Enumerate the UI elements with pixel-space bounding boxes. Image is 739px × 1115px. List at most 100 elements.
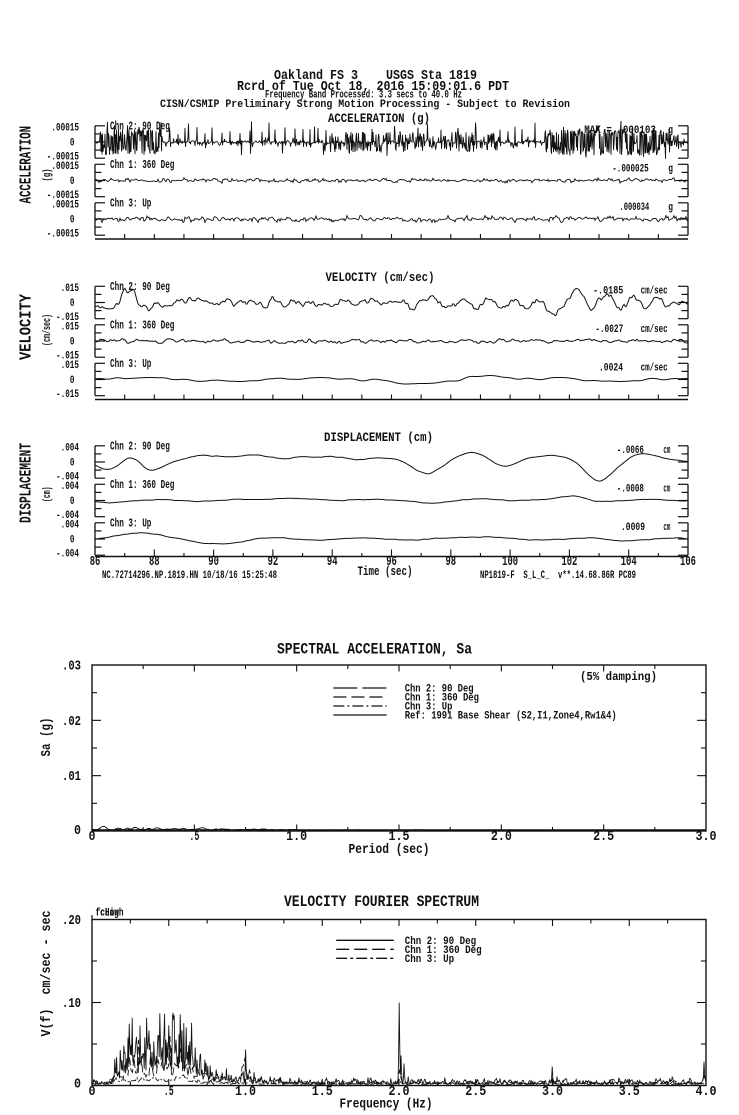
svg-text:1.0: 1.0 (235, 1085, 256, 1100)
svg-text:-.015: -.015 (56, 389, 79, 401)
svg-text:4.0: 4.0 (696, 1085, 717, 1100)
svg-text:.015: .015 (61, 360, 79, 372)
svg-text:Chn 2: 90 Deg: Chn 2: 90 Deg (110, 441, 170, 454)
svg-text:VELOCITY (cm/sec): VELOCITY (cm/sec) (326, 271, 435, 285)
svg-text:-.000025: -.000025 (612, 164, 649, 176)
svg-text:NP1819-F S_L_C_ v**.14.68.86: NP1819-F S_L_C_ v**.14.68.86R PC89 (480, 570, 636, 582)
svg-text:Time (sec): Time (sec) (358, 565, 413, 579)
svg-text:cm: cm (663, 522, 670, 534)
svg-text:96: 96 (386, 555, 397, 570)
svg-text:cm/sec: cm/sec (641, 324, 668, 336)
svg-text:104: 104 (621, 555, 637, 570)
svg-text:.00015: .00015 (51, 199, 79, 211)
svg-text:Ref: 1991 Base Shear (S2,I1,Zo: Ref: 1991 Base Shear (S2,I1,Zone4,Rw1&4) (405, 711, 617, 723)
svg-text:.00015: .00015 (51, 122, 79, 134)
svg-text:(cm/sec): (cm/sec) (42, 314, 54, 346)
svg-text:Chn 1: 360 Deg: Chn 1: 360 Deg (405, 945, 482, 957)
svg-text:3.0: 3.0 (542, 1085, 563, 1100)
svg-text:94: 94 (327, 555, 338, 570)
svg-text:-.0066: -.0066 (617, 445, 644, 457)
svg-text:Chn 3: Up: Chn 3: Up (405, 702, 453, 714)
svg-text:.0024: .0024 (599, 363, 623, 375)
svg-text:Chn 2: 90 Deg: Chn 2: 90 Deg (110, 121, 170, 134)
svg-text:.5: .5 (189, 830, 199, 845)
svg-text:1.5: 1.5 (312, 1085, 333, 1100)
svg-text:0: 0 (74, 1077, 81, 1092)
svg-text:.03: .03 (62, 660, 81, 675)
svg-text:0: 0 (70, 458, 75, 470)
svg-text:0: 0 (70, 337, 75, 349)
svg-text:g: g (668, 125, 673, 137)
svg-text:2.0: 2.0 (491, 830, 512, 845)
svg-text:0: 0 (70, 215, 75, 227)
svg-text:.5: .5 (164, 1085, 174, 1100)
svg-text:Chn 1: 360 Deg: Chn 1: 360 Deg (110, 159, 174, 172)
svg-text:DISPLACEMENT (cm): DISPLACEMENT (cm) (324, 431, 433, 445)
svg-text:.015: .015 (61, 283, 79, 295)
svg-text:.004: .004 (61, 481, 80, 493)
svg-text:86: 86 (90, 555, 101, 570)
svg-text:0: 0 (89, 830, 96, 845)
svg-text:Chn 2: 90 Deg: Chn 2: 90 Deg (405, 936, 477, 948)
svg-text:Chn 3: Up: Chn 3: Up (110, 198, 151, 211)
svg-text:Chn 3: Up: Chn 3: Up (110, 518, 151, 531)
svg-text:VELOCITY FOURIER SPECTRUM: VELOCITY FOURIER SPECTRUM (284, 893, 479, 911)
svg-text:2.5: 2.5 (593, 830, 614, 845)
svg-text:Chn 2: 90 Deg: Chn 2: 90 Deg (405, 684, 474, 696)
svg-text:.0009: .0009 (621, 522, 645, 534)
svg-text:Oakland FS 3 USGS Sta 1819: Oakland FS 3 USGS Sta 1819 (274, 69, 477, 84)
svg-text:.10: .10 (62, 997, 81, 1012)
svg-text:g: g (668, 202, 673, 214)
svg-text:.01: .01 (62, 770, 81, 785)
svg-text:cm/sec: cm/sec (641, 286, 668, 298)
svg-text:cm: cm (663, 445, 670, 457)
svg-text:0: 0 (70, 375, 75, 387)
svg-text:0: 0 (70, 138, 75, 150)
svg-text:V(f) cm/sec - sec: V(f) cm/sec - sec (40, 911, 55, 1037)
svg-text:Sa (g): Sa (g) (40, 718, 55, 757)
svg-text:2.5: 2.5 (465, 1085, 486, 1100)
svg-text:0: 0 (70, 496, 75, 508)
svg-text:1.5: 1.5 (389, 830, 410, 845)
svg-text:(cm): (cm) (42, 487, 54, 503)
svg-text:Period (sec): Period (sec) (349, 843, 430, 858)
svg-text:-.004: -.004 (56, 471, 79, 483)
svg-text:2.0: 2.0 (389, 1085, 410, 1100)
svg-text:ACCELERATION (g): ACCELERATION (g) (328, 112, 430, 126)
svg-text:.00015: .00015 (51, 161, 79, 173)
svg-text:Chn 3: Up: Chn 3: Up (110, 358, 151, 371)
svg-text:98: 98 (446, 555, 457, 570)
svg-text:Rcrd of Tue Oct 18, 2016 15:09: Rcrd of Tue Oct 18, 2016 15:09:01.6 PDT (237, 80, 509, 95)
svg-text:0: 0 (89, 1085, 96, 1100)
svg-text:1.0: 1.0 (286, 830, 307, 845)
svg-text:0: 0 (70, 535, 75, 547)
svg-text:Frequency Band Processed: 3.3: Frequency Band Processed: 3.3 secs to 40… (265, 90, 462, 102)
svg-text:0: 0 (70, 298, 75, 310)
svg-text:-.004: -.004 (56, 510, 79, 522)
svg-text:Frequency (Hz): Frequency (Hz) (340, 1098, 433, 1113)
svg-text:ACCELERATION: ACCELERATION (16, 126, 35, 204)
svg-text:-.00015: -.00015 (47, 228, 79, 240)
svg-text:SPECTRAL ACCELERATION, Sa: SPECTRAL ACCELERATION, Sa (277, 641, 472, 659)
svg-text:-.015: -.015 (56, 350, 79, 362)
svg-text:Chn 1: 360 Deg: Chn 1: 360 Deg (110, 320, 174, 333)
svg-text:-.015: -.015 (56, 312, 79, 324)
svg-text:cm: cm (663, 484, 670, 496)
svg-text:(g): (g) (42, 169, 54, 182)
svg-text:cm/sec: cm/sec (641, 363, 668, 375)
svg-text:Chn 3: Up: Chn 3: Up (405, 954, 455, 966)
svg-text:-.00015: -.00015 (47, 190, 79, 202)
svg-text:3.5: 3.5 (619, 1085, 640, 1100)
svg-text:-.0008: -.0008 (617, 484, 644, 496)
svg-text:(5% damping): (5% damping) (580, 671, 657, 684)
svg-text:NC.72714296.NP.1819.HN 10/18/1: NC.72714296.NP.1819.HN 10/18/16 15:25:48 (102, 570, 277, 582)
svg-text:.004: .004 (61, 519, 80, 531)
svg-text:92: 92 (268, 555, 279, 570)
svg-text:fcLow: fcLow (96, 908, 120, 920)
svg-text:.02: .02 (62, 715, 81, 730)
svg-text:0: 0 (70, 176, 75, 188)
svg-text:-.00015: -.00015 (47, 151, 79, 163)
svg-text:Chn 2: 90 Deg: Chn 2: 90 Deg (110, 281, 170, 294)
svg-text:100: 100 (502, 555, 518, 570)
svg-text:Chn 1: 360 Deg: Chn 1: 360 Deg (405, 693, 479, 705)
